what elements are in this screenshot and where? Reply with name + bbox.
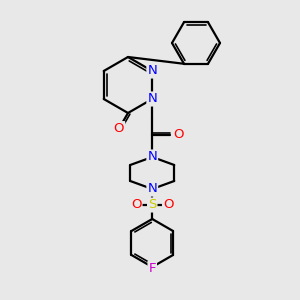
Text: S: S [148, 199, 156, 212]
Text: N: N [147, 92, 157, 106]
Text: O: O [173, 128, 184, 142]
Text: N: N [147, 151, 157, 164]
Text: O: O [163, 199, 173, 212]
Text: O: O [131, 199, 142, 212]
Text: N: N [147, 182, 157, 196]
Text: O: O [114, 122, 124, 135]
Text: N: N [147, 64, 157, 77]
Text: F: F [148, 262, 156, 275]
